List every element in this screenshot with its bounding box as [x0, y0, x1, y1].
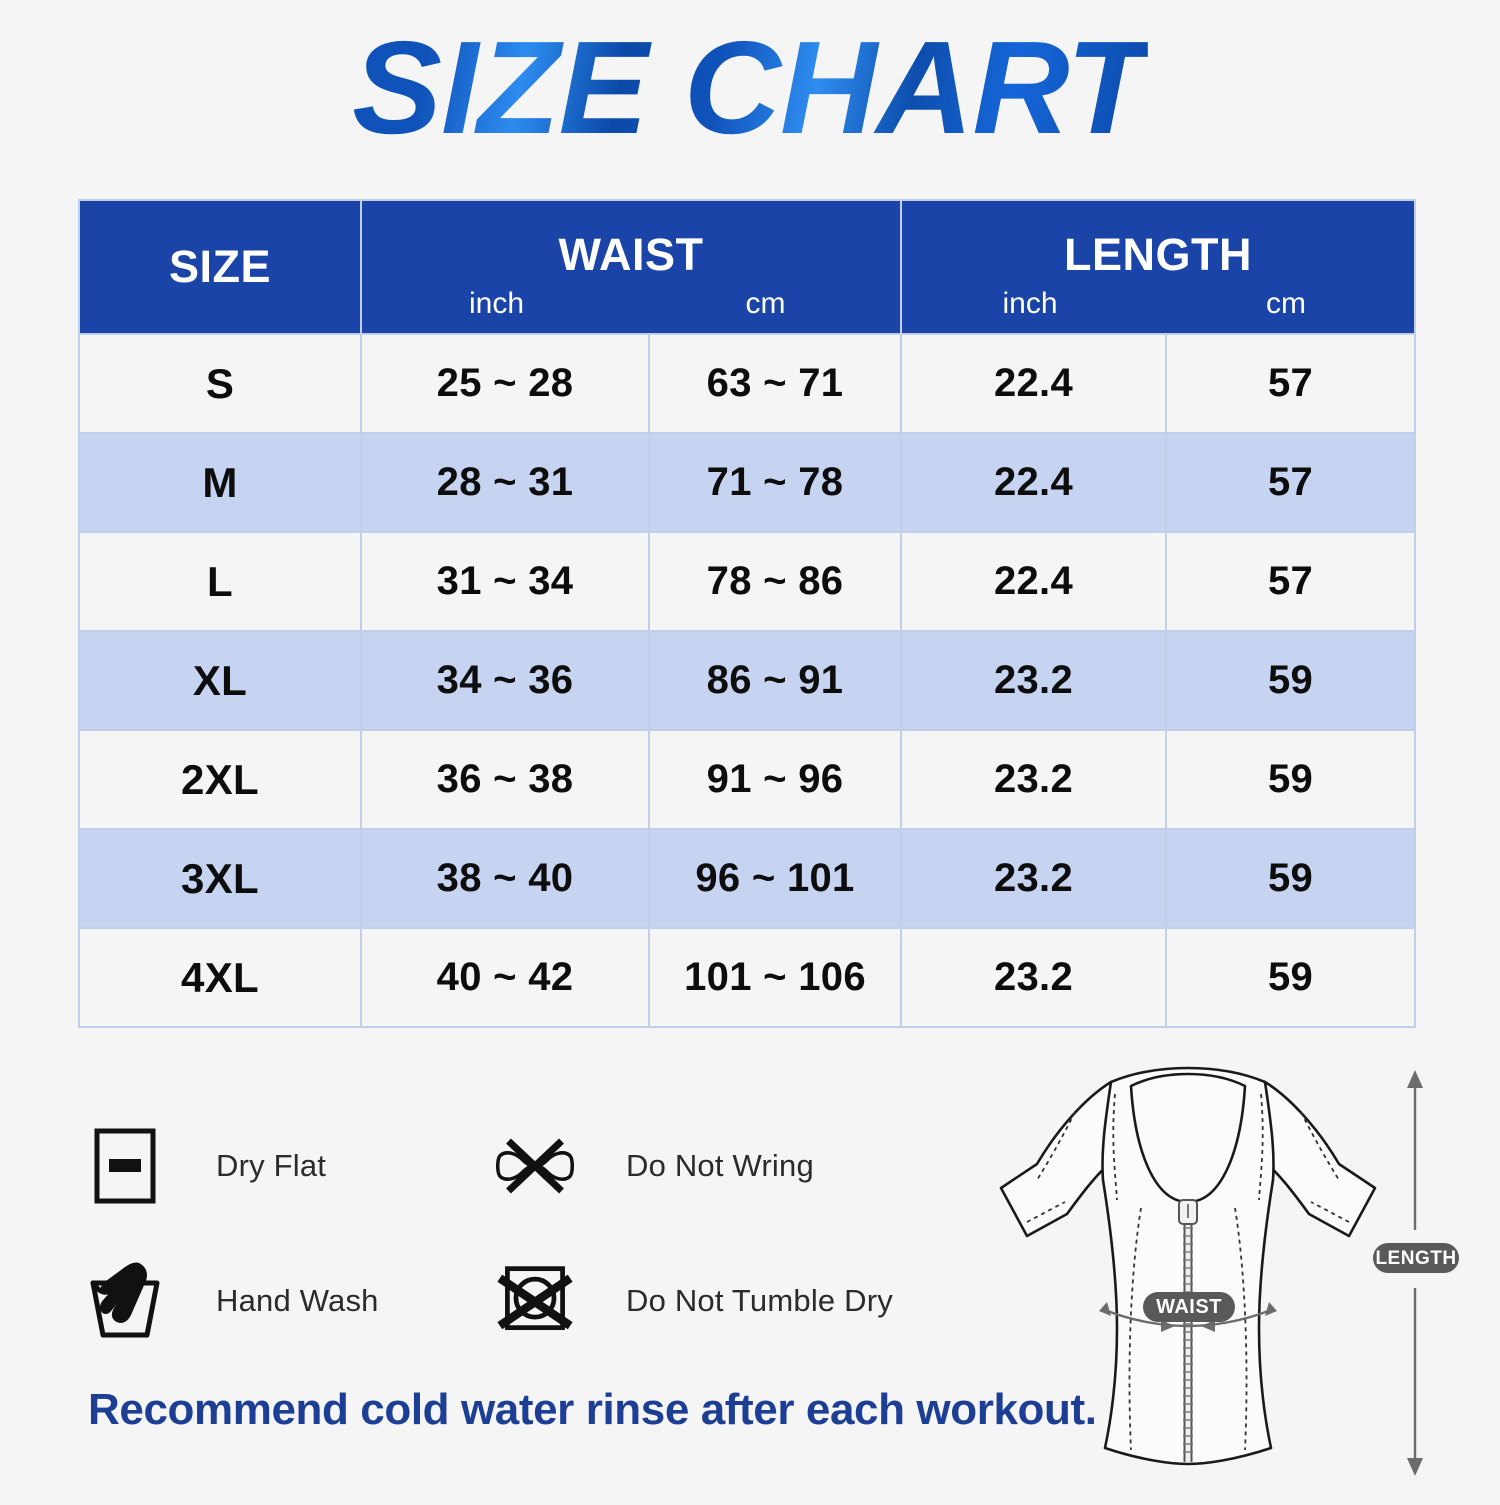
cell-length-cm: 59 — [1165, 729, 1416, 830]
length-unit-inch: inch — [1002, 287, 1058, 320]
cell-size: XL — [78, 630, 362, 731]
cell-length-cm: 57 — [1165, 531, 1416, 632]
cell-waist-inch: 34 ~ 36 — [360, 630, 650, 731]
cell-size: 3XL — [78, 828, 362, 929]
cell-waist-inch: 31 ~ 34 — [360, 531, 650, 632]
care-label-dry-flat: Dry Flat — [216, 1147, 327, 1183]
cell-waist-cm: 96 ~ 101 — [648, 828, 902, 929]
cell-waist-inch: 36 ~ 38 — [360, 729, 650, 830]
table-body: S 25 ~ 28 63 ~ 71 22.4 57 M 28 ~ 31 71 ~ 78 22.4… — [78, 333, 1416, 1028]
size-chart-table: SIZE WAIST inch cm LENGTH inch cm — [78, 199, 1416, 1028]
cell-length-inch: 23.2 — [900, 630, 1167, 731]
waist-unit-inch: inch — [468, 287, 525, 320]
care-item-hand-wash: Hand Wash — [86, 1256, 496, 1346]
care-row-1: Dry Flat Do Not Wring — [86, 1098, 966, 1233]
recommendation-text: Recommend cold water rinse after each wo… — [88, 1385, 1097, 1434]
svg-text:WAIST: WAIST — [1156, 1296, 1222, 1318]
cell-waist-cm: 86 ~ 91 — [648, 630, 902, 731]
cell-size: 2XL — [78, 729, 362, 830]
care-item-do-not-wring: Do Not Wring — [496, 1121, 906, 1211]
do-not-wring-icon — [496, 1121, 574, 1211]
svg-text:LENGTH: LENGTH — [1375, 1248, 1456, 1269]
table-row: 2XL 36 ~ 38 91 ~ 96 23.2 59 — [78, 729, 1416, 830]
table-row: L 31 ~ 34 78 ~ 86 22.4 57 — [78, 531, 1416, 632]
column-header-waist-units: inch cm — [362, 280, 900, 322]
cell-waist-cm: 63 ~ 71 — [648, 333, 902, 434]
column-header-length-units: inch cm — [902, 280, 1414, 322]
dry-flat-icon — [86, 1121, 164, 1211]
page-title-area: SIZE CHART — [0, 14, 1500, 164]
care-label-hand-wash: Hand Wash — [216, 1282, 379, 1318]
waist-measure-badge: WAIST — [1143, 1292, 1235, 1322]
page-title: SIZE CHART — [352, 14, 1148, 161]
care-label-do-not-wring: Do Not Wring — [626, 1147, 814, 1183]
cell-size: 4XL — [78, 927, 362, 1028]
care-instructions: Dry Flat Do Not Wring — [86, 1098, 966, 1368]
column-header-waist: WAIST inch cm — [360, 199, 902, 335]
cell-waist-cm: 71 ~ 78 — [648, 432, 902, 533]
cell-waist-cm: 78 ~ 86 — [648, 531, 902, 632]
column-header-length-label: LENGTH — [1064, 229, 1252, 280]
length-unit-cm: cm — [1266, 287, 1306, 320]
table-row: XL 34 ~ 36 86 ~ 91 23.2 59 — [78, 630, 1416, 731]
cell-length-cm: 59 — [1165, 828, 1416, 929]
cell-length-cm: 57 — [1165, 333, 1416, 434]
table-row: M 28 ~ 31 71 ~ 78 22.4 57 — [78, 432, 1416, 533]
cell-length-inch: 23.2 — [900, 729, 1167, 830]
table-row: 4XL 40 ~ 42 101 ~ 106 23.2 59 — [78, 927, 1416, 1028]
column-header-size: SIZE — [78, 199, 362, 335]
table-header-row: SIZE WAIST inch cm LENGTH inch cm — [78, 199, 1416, 335]
care-row-2: Hand Wash Do Not Tumble Dry — [86, 1233, 966, 1368]
size-chart-table-wrapper: SIZE WAIST inch cm LENGTH inch cm — [78, 199, 1416, 1028]
cell-length-inch: 22.4 — [900, 432, 1167, 533]
column-header-size-label: SIZE — [168, 241, 272, 292]
cell-waist-inch: 25 ~ 28 — [360, 333, 650, 434]
cell-size: L — [78, 531, 362, 632]
do-not-tumble-dry-icon — [496, 1256, 574, 1346]
care-item-do-not-tumble-dry: Do Not Tumble Dry — [496, 1256, 906, 1346]
table-row: S 25 ~ 28 63 ~ 71 22.4 57 — [78, 333, 1416, 434]
cell-waist-cm: 101 ~ 106 — [648, 927, 902, 1028]
cell-length-cm: 59 — [1165, 927, 1416, 1028]
table-header: SIZE WAIST inch cm LENGTH inch cm — [78, 199, 1416, 335]
cell-length-cm: 57 — [1165, 432, 1416, 533]
waist-unit-cm: cm — [745, 287, 786, 320]
cell-waist-inch: 28 ~ 31 — [360, 432, 650, 533]
cell-waist-cm: 91 ~ 96 — [648, 729, 902, 830]
cell-length-inch: 23.2 — [900, 828, 1167, 929]
cell-size: S — [78, 333, 362, 434]
length-measure-badge: LENGTH — [1373, 1243, 1459, 1273]
column-header-waist-label: WAIST — [558, 229, 704, 280]
table-row: 3XL 38 ~ 40 96 ~ 101 23.2 59 — [78, 828, 1416, 929]
cell-waist-inch: 38 ~ 40 — [360, 828, 650, 929]
cell-length-cm: 59 — [1165, 630, 1416, 731]
cell-length-inch: 23.2 — [900, 927, 1167, 1028]
column-header-length: LENGTH inch cm — [900, 199, 1416, 335]
care-label-do-not-tumble-dry: Do Not Tumble Dry — [626, 1282, 893, 1318]
cell-length-inch: 22.4 — [900, 531, 1167, 632]
cell-length-inch: 22.4 — [900, 333, 1167, 434]
care-item-dry-flat: Dry Flat — [86, 1121, 496, 1211]
cell-waist-inch: 40 ~ 42 — [360, 927, 650, 1028]
cell-size: M — [78, 432, 362, 533]
hand-wash-icon — [86, 1256, 164, 1346]
garment-measurement-diagram: WAIST LENGTH — [965, 1060, 1465, 1500]
